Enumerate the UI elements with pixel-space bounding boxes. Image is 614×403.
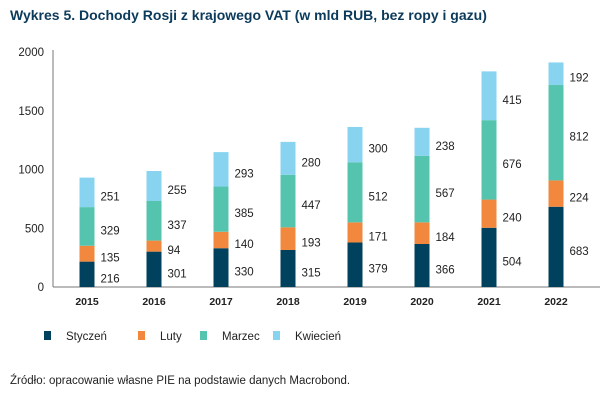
bar-segment bbox=[79, 245, 95, 262]
bar-segment bbox=[146, 200, 162, 241]
legend-label: Luty bbox=[160, 331, 182, 343]
bar-segment bbox=[146, 240, 162, 252]
bar-segment bbox=[347, 242, 363, 287]
y-tick-label: 2000 bbox=[18, 47, 44, 59]
x-tick-label: 2020 bbox=[410, 296, 434, 308]
data-label: 379 bbox=[369, 264, 388, 276]
bar-segment bbox=[280, 174, 296, 228]
bar-segment bbox=[79, 177, 95, 208]
data-label: 184 bbox=[436, 232, 456, 244]
stacked-bar-chart: 0 500 1000 1500 2000 216 135 329 251 2015 301 94 337… bbox=[18, 47, 600, 343]
bar-segment bbox=[213, 248, 229, 287]
data-label: 330 bbox=[235, 267, 254, 279]
data-label: 567 bbox=[436, 188, 455, 200]
bar-segment bbox=[414, 243, 430, 287]
legend-swatch bbox=[138, 331, 145, 340]
data-label: 251 bbox=[101, 191, 120, 203]
legend-label: Marzec bbox=[222, 331, 260, 343]
bar-segment bbox=[280, 249, 296, 287]
data-label: 366 bbox=[436, 264, 455, 276]
data-label: 812 bbox=[570, 132, 589, 144]
bar-segment bbox=[213, 231, 229, 249]
data-label: 216 bbox=[101, 273, 120, 285]
x-tick-label: 2021 bbox=[477, 296, 501, 308]
bar-segment bbox=[481, 120, 497, 200]
x-tick-label: 2022 bbox=[544, 296, 568, 308]
x-tick-label: 2019 bbox=[343, 296, 367, 308]
source-note: Źródło: opracowanie własne PIE na podsta… bbox=[10, 375, 351, 387]
legend-swatch bbox=[200, 331, 207, 340]
data-label: 193 bbox=[302, 238, 321, 250]
bar-segment bbox=[213, 152, 229, 187]
bar-segment bbox=[548, 62, 564, 86]
y-tick-label: 1500 bbox=[18, 106, 44, 118]
x-tick-label: 2016 bbox=[142, 296, 166, 308]
data-label: 224 bbox=[570, 193, 590, 205]
data-label: 293 bbox=[235, 168, 254, 180]
y-tick-label: 1000 bbox=[18, 165, 44, 177]
bar-segment bbox=[548, 206, 564, 287]
bar-segment bbox=[347, 222, 363, 243]
data-label: 238 bbox=[436, 141, 455, 153]
bar-segment bbox=[280, 227, 296, 250]
bar-segment bbox=[414, 127, 430, 156]
legend-label: Styczeń bbox=[66, 331, 107, 343]
data-label: 315 bbox=[302, 267, 321, 279]
data-label: 329 bbox=[101, 225, 120, 237]
data-label: 415 bbox=[503, 95, 522, 107]
data-label: 94 bbox=[168, 245, 181, 257]
bar-segment bbox=[481, 199, 497, 228]
data-label: 171 bbox=[369, 231, 388, 243]
data-label: 683 bbox=[570, 246, 589, 258]
data-label: 140 bbox=[235, 239, 254, 251]
legend-swatch bbox=[273, 331, 280, 340]
bar-segment bbox=[146, 171, 162, 201]
chart-title: Wykres 5. Dochody Rosji z krajowego VAT … bbox=[10, 7, 487, 23]
bar-segment bbox=[347, 126, 363, 163]
y-tick-label: 0 bbox=[38, 282, 44, 294]
bar-segment bbox=[146, 251, 162, 287]
data-label: 192 bbox=[570, 73, 589, 85]
data-label: 676 bbox=[503, 159, 522, 171]
legend-label: Kwiecień bbox=[295, 331, 341, 343]
x-tick-label: 2018 bbox=[276, 296, 300, 308]
data-label: 255 bbox=[168, 185, 187, 197]
bar-segment bbox=[548, 85, 564, 181]
bar-segment bbox=[347, 162, 363, 223]
bar-segment bbox=[481, 71, 497, 121]
x-tick-label: 2017 bbox=[209, 296, 233, 308]
bar-segment bbox=[414, 222, 430, 244]
data-label: 280 bbox=[302, 157, 321, 169]
data-label: 300 bbox=[369, 144, 388, 156]
data-label: 447 bbox=[302, 200, 321, 212]
bar-segment bbox=[79, 207, 95, 246]
bar-segment bbox=[481, 227, 497, 287]
data-label: 504 bbox=[503, 256, 523, 268]
bar-segment bbox=[79, 261, 95, 287]
bar-segment bbox=[414, 155, 430, 223]
data-label: 135 bbox=[101, 253, 120, 265]
data-label: 512 bbox=[369, 191, 388, 203]
bar-segment bbox=[280, 141, 296, 175]
y-tick-label: 500 bbox=[25, 223, 44, 235]
data-label: 240 bbox=[503, 213, 522, 225]
bar-segment bbox=[213, 186, 229, 232]
legend-swatch bbox=[44, 331, 51, 340]
data-label: 337 bbox=[168, 220, 187, 232]
bar-segment bbox=[548, 180, 564, 207]
data-label: 301 bbox=[168, 268, 187, 280]
x-tick-label: 2015 bbox=[75, 296, 99, 308]
data-label: 385 bbox=[235, 208, 254, 220]
